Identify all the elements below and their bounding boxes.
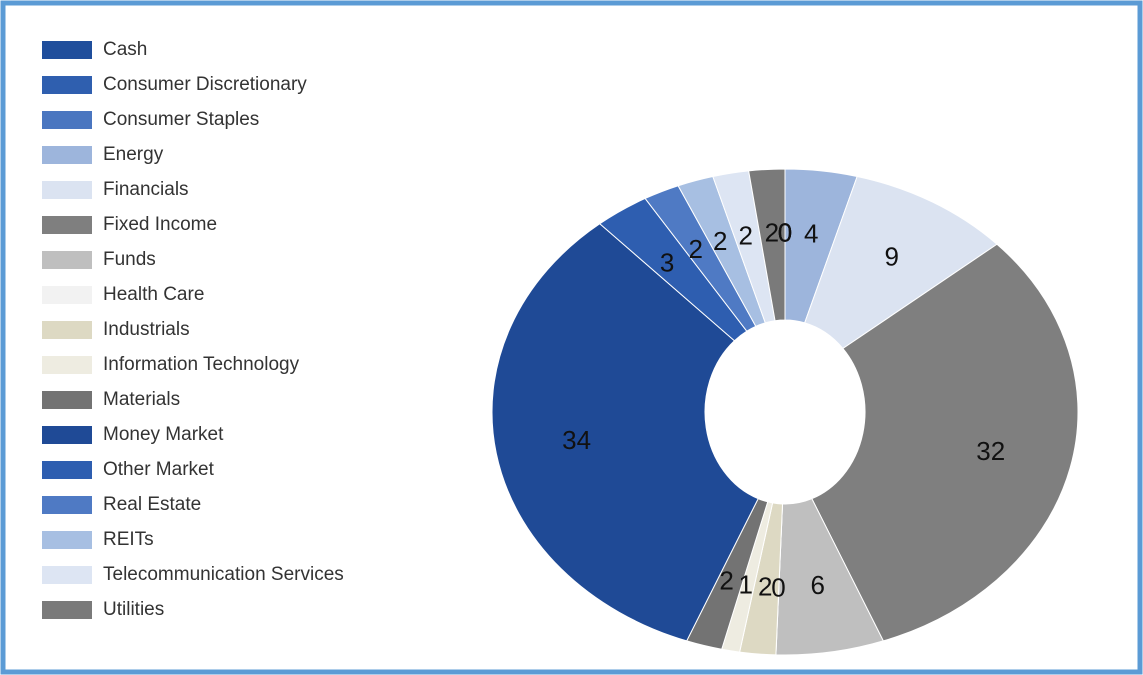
- legend-swatch: [42, 496, 92, 514]
- data-label: 0: [778, 217, 792, 247]
- legend-label: Cash: [103, 39, 147, 60]
- donut-slice: [491, 223, 759, 642]
- data-label: 2: [689, 234, 703, 264]
- legend-label: Consumer Discretionary: [103, 74, 307, 95]
- legend-swatch: [42, 426, 92, 444]
- legend-label: Financials: [103, 179, 189, 200]
- legend-label: Energy: [103, 144, 164, 165]
- legend-swatch: [42, 356, 92, 374]
- donut-slice: [811, 243, 1079, 642]
- legend-label: Utilities: [103, 599, 164, 620]
- data-label: 2: [739, 220, 753, 250]
- data-label: 9: [884, 242, 898, 272]
- legend-swatch: [42, 76, 92, 94]
- legend-swatch: [42, 146, 92, 164]
- data-label: 0: [778, 217, 792, 247]
- legend-swatch: [42, 216, 92, 234]
- legend-swatch: [42, 181, 92, 199]
- legend-swatch: [42, 566, 92, 584]
- legend-swatch: [42, 461, 92, 479]
- legend-label: REITs: [103, 529, 154, 550]
- legend-label: Money Market: [103, 424, 224, 445]
- legend-label: Funds: [103, 249, 156, 270]
- donut-slice: [748, 168, 786, 322]
- data-label: 6: [811, 570, 825, 600]
- legend-label: Information Technology: [103, 354, 300, 375]
- legend-swatch: [42, 321, 92, 339]
- legend-label: Materials: [103, 389, 180, 410]
- data-label: 3: [660, 247, 674, 277]
- data-label: 0: [771, 572, 785, 602]
- data-label: 0: [778, 217, 792, 247]
- legend-swatch: [42, 111, 92, 129]
- data-label: 2: [765, 218, 779, 248]
- data-label: 2: [719, 565, 733, 595]
- data-label: 2: [758, 572, 772, 602]
- data-label: 1: [739, 569, 753, 599]
- legend-label: Health Care: [103, 284, 204, 305]
- donut-slice: [804, 175, 998, 350]
- legend-swatch: [42, 531, 92, 549]
- legend-swatch: [42, 286, 92, 304]
- legend-label: Fixed Income: [103, 214, 217, 235]
- legend-label: Other Market: [103, 459, 215, 480]
- legend-label: Industrials: [103, 319, 190, 340]
- data-label: 34: [562, 425, 591, 455]
- legend-swatch: [42, 251, 92, 269]
- legend-swatch: [42, 41, 92, 59]
- legend-label: Telecommunication Services: [103, 564, 344, 585]
- data-label: 4: [804, 219, 818, 249]
- data-label: 2: [713, 226, 727, 256]
- data-label: 32: [976, 436, 1005, 466]
- legend-label: Consumer Staples: [103, 109, 259, 130]
- legend-swatch: [42, 601, 92, 619]
- legend-swatch: [42, 391, 92, 409]
- legend-label: Real Estate: [103, 494, 201, 515]
